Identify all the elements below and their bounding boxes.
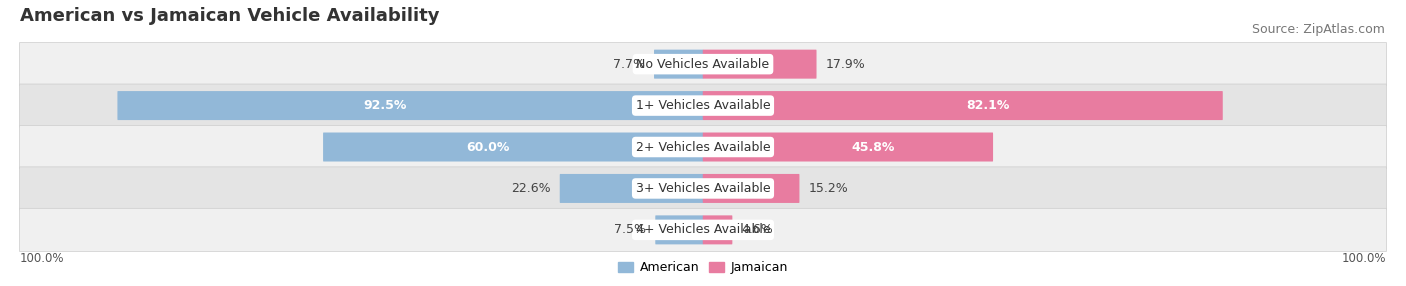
Text: 3+ Vehicles Available: 3+ Vehicles Available xyxy=(636,182,770,195)
Text: 4.6%: 4.6% xyxy=(741,223,773,236)
FancyBboxPatch shape xyxy=(20,126,1386,168)
Text: 15.2%: 15.2% xyxy=(808,182,848,195)
Text: 92.5%: 92.5% xyxy=(363,99,406,112)
FancyBboxPatch shape xyxy=(20,208,1386,251)
Text: 22.6%: 22.6% xyxy=(510,182,551,195)
Text: 7.7%: 7.7% xyxy=(613,58,645,71)
FancyBboxPatch shape xyxy=(20,84,1386,127)
FancyBboxPatch shape xyxy=(655,215,703,244)
Text: 17.9%: 17.9% xyxy=(825,58,866,71)
Text: 60.0%: 60.0% xyxy=(467,140,509,154)
Text: 100.0%: 100.0% xyxy=(1341,252,1386,265)
FancyBboxPatch shape xyxy=(703,91,1223,120)
FancyBboxPatch shape xyxy=(20,167,1386,210)
Text: 82.1%: 82.1% xyxy=(966,99,1010,112)
Legend: American, Jamaican: American, Jamaican xyxy=(613,257,793,279)
Text: 7.5%: 7.5% xyxy=(614,223,645,236)
FancyBboxPatch shape xyxy=(323,132,703,162)
FancyBboxPatch shape xyxy=(703,215,733,244)
FancyBboxPatch shape xyxy=(703,132,993,162)
FancyBboxPatch shape xyxy=(118,91,703,120)
Text: Source: ZipAtlas.com: Source: ZipAtlas.com xyxy=(1251,23,1385,36)
FancyBboxPatch shape xyxy=(703,174,800,203)
FancyBboxPatch shape xyxy=(20,43,1386,86)
FancyBboxPatch shape xyxy=(703,50,817,79)
Text: 4+ Vehicles Available: 4+ Vehicles Available xyxy=(636,223,770,236)
Text: No Vehicles Available: No Vehicles Available xyxy=(637,58,769,71)
Text: 45.8%: 45.8% xyxy=(852,140,894,154)
Text: 2+ Vehicles Available: 2+ Vehicles Available xyxy=(636,140,770,154)
Text: American vs Jamaican Vehicle Availability: American vs Jamaican Vehicle Availabilit… xyxy=(20,7,439,25)
FancyBboxPatch shape xyxy=(560,174,703,203)
Text: 100.0%: 100.0% xyxy=(20,252,65,265)
FancyBboxPatch shape xyxy=(654,50,703,79)
Text: 1+ Vehicles Available: 1+ Vehicles Available xyxy=(636,99,770,112)
